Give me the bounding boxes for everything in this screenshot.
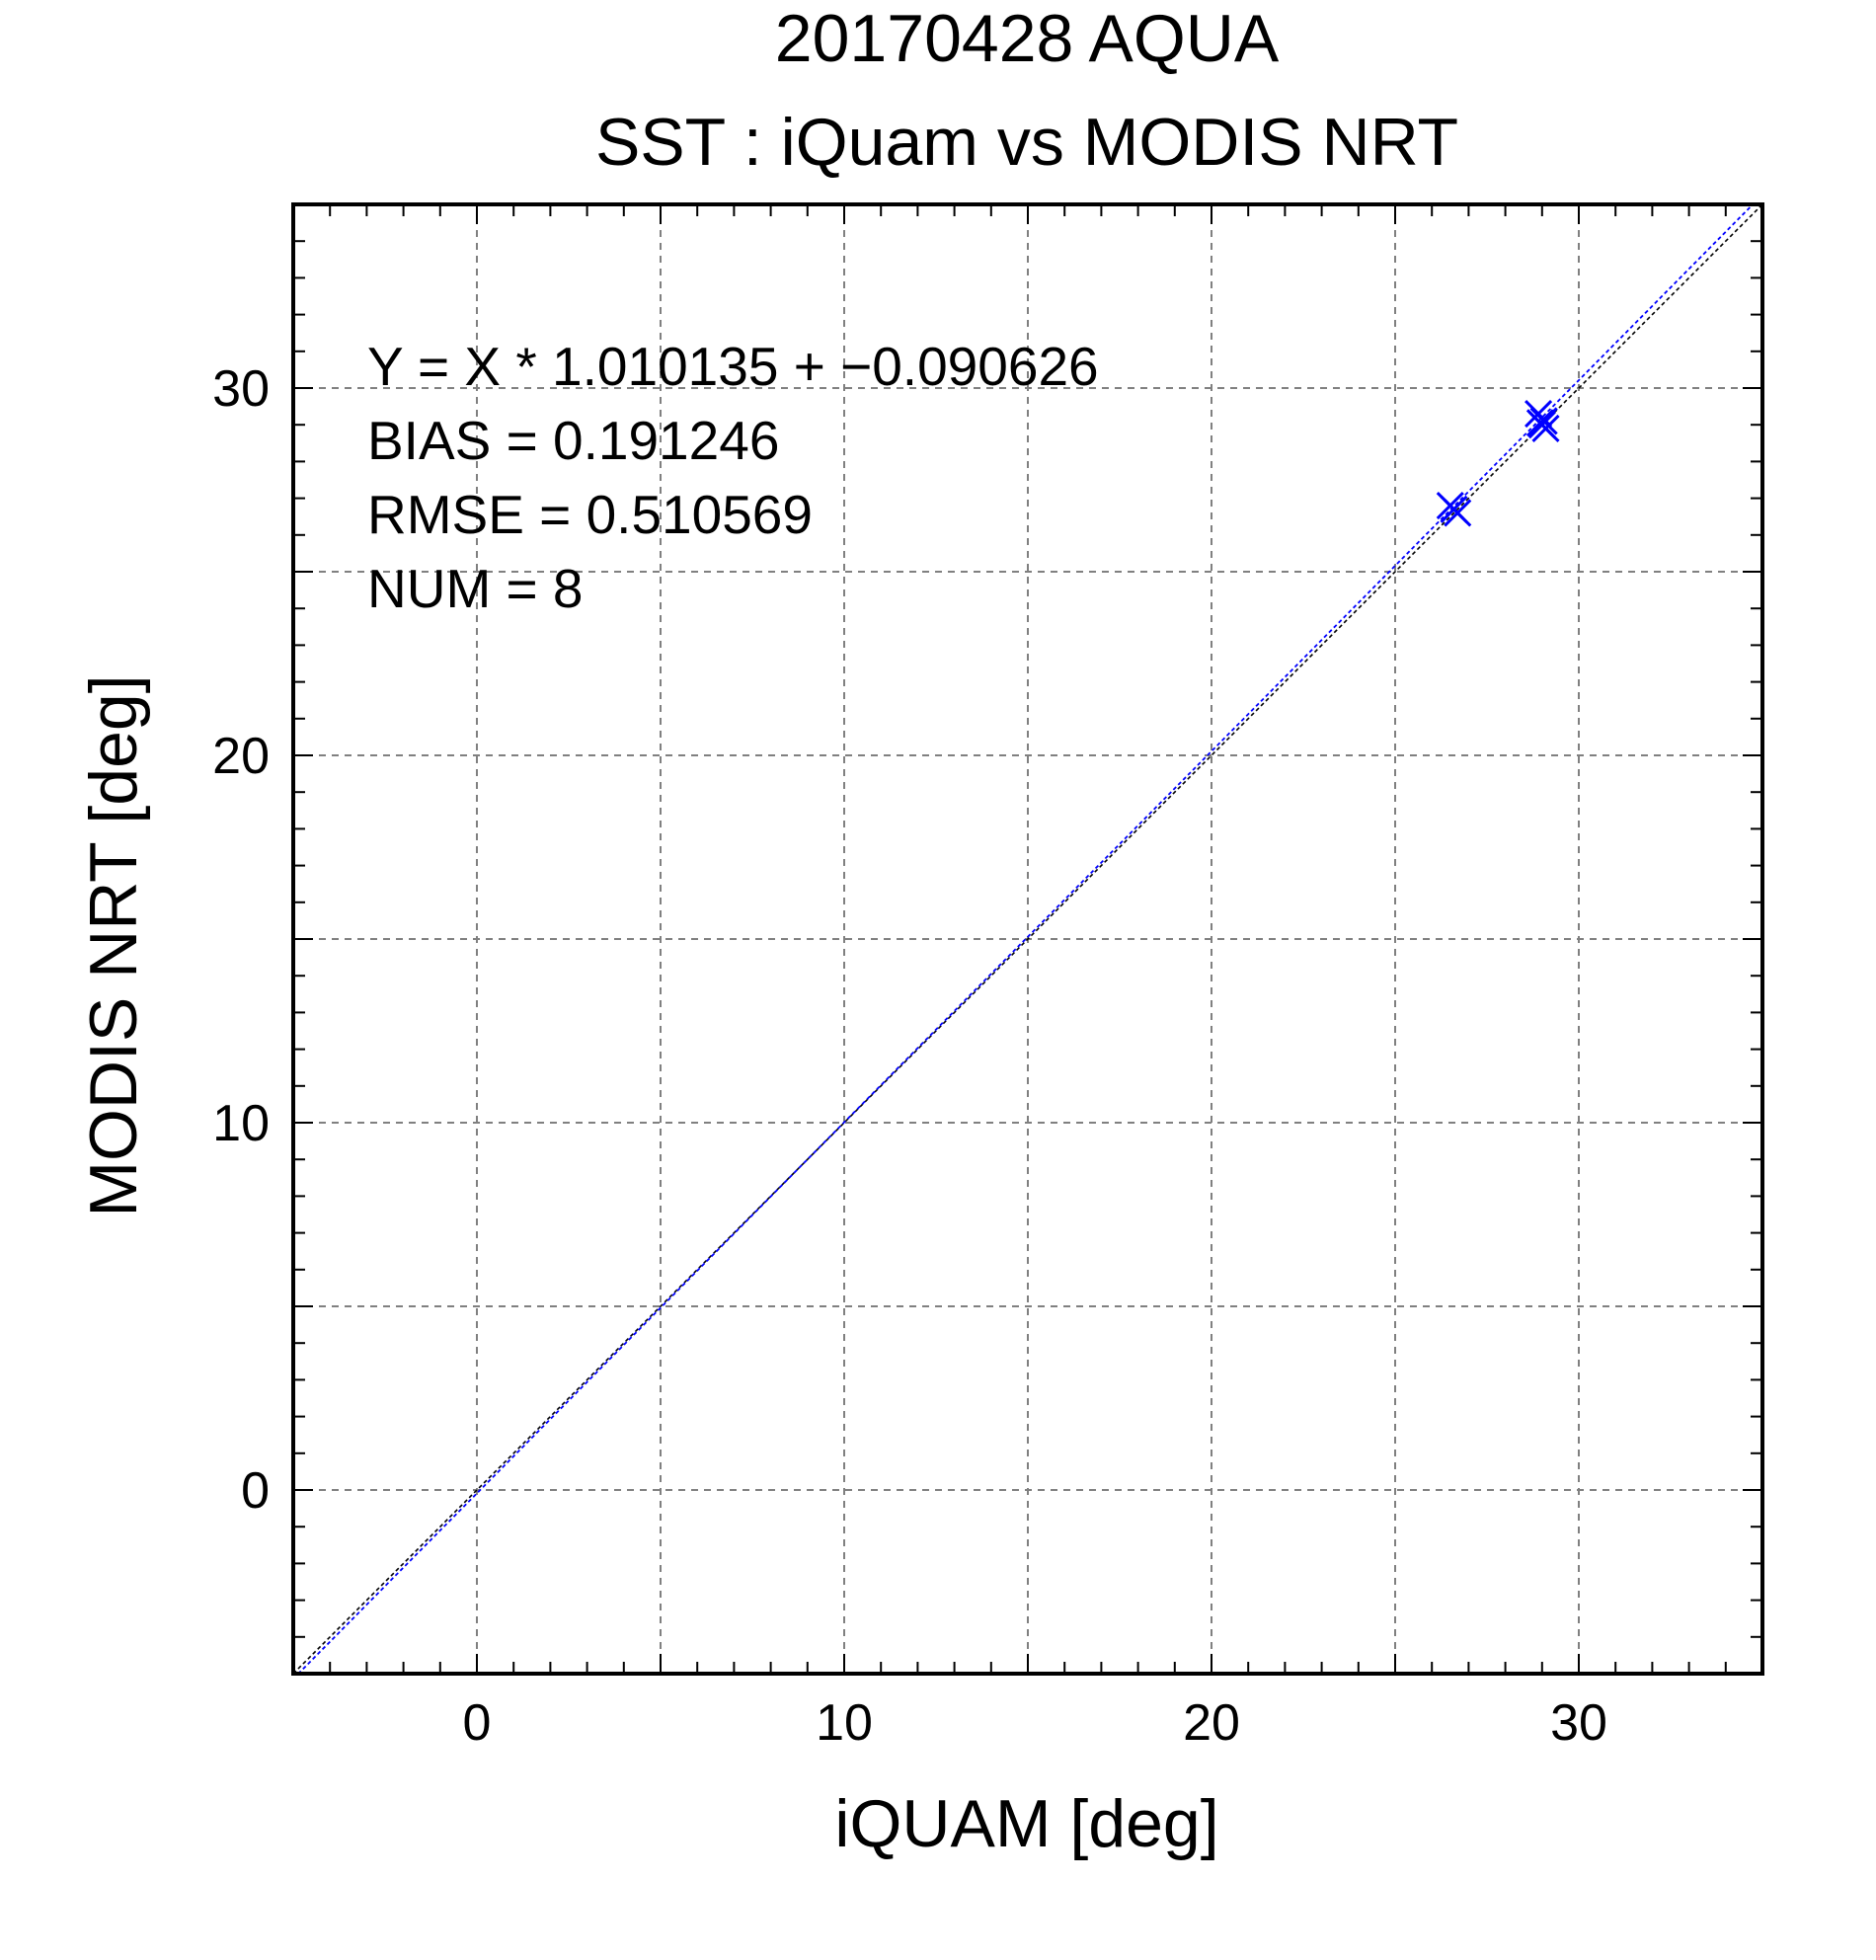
chart-title: 20170428 AQUA [775,1,1280,76]
data-point [1525,409,1555,437]
chart-subtitle: SST : iQuam vs MODIS NRT [595,105,1458,180]
identity-line [293,204,1762,1674]
x-tick-label: 0 [463,1694,492,1752]
x-tick-label: 30 [1550,1694,1607,1752]
y-axis-label: MODIS NRT [deg] [76,674,151,1216]
plot-frame [291,202,1764,1676]
y-tick-label: 20 [212,728,270,785]
annotation-text: Y = X * 1.010135 + −0.090626 [367,336,1099,397]
x-axis-label: iQUAM [deg] [834,1786,1218,1861]
line-group [293,204,1762,1674]
y-tick-label: 30 [212,360,270,418]
x-tick-label: 20 [1183,1694,1240,1752]
fit-line [296,204,1755,1674]
y-tick-label: 10 [212,1095,270,1152]
annotation-text: RMSE = 0.510569 [367,484,813,545]
x-tick-label: 10 [816,1694,873,1752]
y-tick-label: 0 [241,1462,270,1520]
data-point [1440,495,1468,523]
point-group [1436,399,1560,527]
annotation-text: NUM = 8 [367,558,584,619]
annotation-text: BIAS = 0.191246 [367,410,779,471]
